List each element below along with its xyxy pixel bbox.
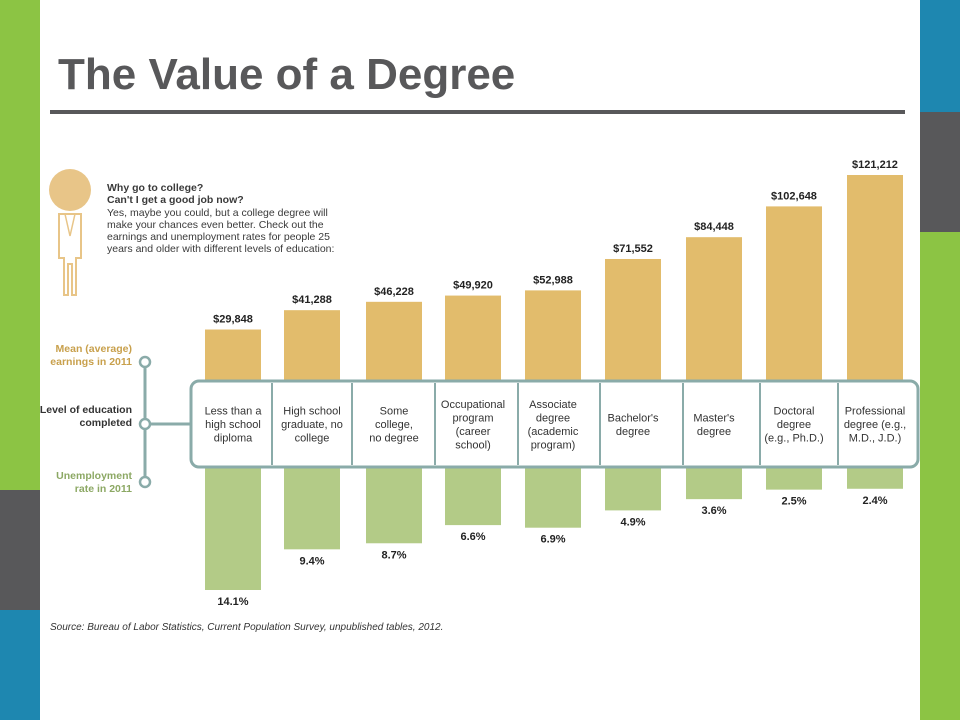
- earnings-value-label-5: $71,552: [613, 243, 653, 255]
- intro-body: Yes, maybe you could, but a college degr…: [107, 206, 335, 256]
- earnings-bar-4: [525, 290, 581, 380]
- unemployment-value-label-2: 8.7%: [381, 549, 406, 561]
- category-label-3: Occupational program (career school): [441, 399, 505, 452]
- earnings-value-label-6: $84,448: [694, 221, 734, 233]
- earnings-bar-0: [205, 329, 261, 380]
- category-box: [189, 379, 920, 469]
- row-connector-dot-0: [138, 355, 152, 369]
- person-icon: [49, 169, 91, 296]
- earnings-bar-7: [766, 206, 822, 380]
- earnings-bar-5: [605, 258, 661, 380]
- unemployment-value-label-5: 4.9%: [620, 516, 645, 528]
- unemployment-row-label: Unemployment rate in 2011: [56, 470, 132, 495]
- unemployment-bar-5: [605, 468, 661, 511]
- earnings-bar-3: [445, 295, 501, 380]
- unemployment-bar-4: [525, 468, 581, 528]
- category-label-2: Some college, no degree: [369, 406, 419, 445]
- intro-question-2: Can't I get a good job now?: [107, 194, 244, 207]
- unemployment-value-label-4: 6.9%: [540, 534, 565, 546]
- left-blue-band: [0, 610, 40, 720]
- title-underline: [50, 110, 905, 114]
- category-label-6: Master's degree: [693, 412, 735, 438]
- earnings-bar-8: [847, 175, 903, 380]
- unemployment-bar-1: [284, 468, 340, 550]
- earnings-value-label-7: $102,648: [771, 190, 817, 202]
- unemployment-bar-2: [366, 468, 422, 544]
- category-label-0: Less than a high school diploma: [205, 406, 263, 445]
- left-gray-band: [0, 490, 40, 610]
- earnings-bar-2: [366, 301, 422, 380]
- earnings-value-label-4: $52,988: [533, 274, 573, 286]
- row-connector-dot-1: [138, 417, 152, 431]
- earnings-value-label-0: $29,848: [213, 314, 253, 326]
- unemployment-bar-7: [766, 468, 822, 490]
- category-label-7: Doctoral degree (e.g., Ph.D.): [764, 406, 823, 445]
- right-gray-band: [920, 112, 960, 232]
- unemployment-value-label-0: 14.1%: [217, 596, 248, 608]
- unemployment-value-label-1: 9.4%: [299, 555, 324, 567]
- unemployment-value-label-3: 6.6%: [460, 531, 485, 543]
- unemployment-bar-0: [205, 468, 261, 590]
- unemployment-value-label-8: 2.4%: [862, 495, 887, 507]
- row-connector-dot-2: [138, 475, 152, 489]
- intro-question-1: Why go to college?: [107, 182, 204, 194]
- slide-title: The Value of a Degree: [58, 50, 516, 99]
- earnings-value-label-3: $49,920: [453, 280, 493, 292]
- unemployment-bar-6: [686, 468, 742, 500]
- left-green-band: [0, 0, 40, 490]
- education-row-label: Level of education completed: [39, 404, 132, 429]
- category-label-4: Associate degree (academic program): [528, 399, 579, 452]
- source-note: Source: Bureau of Labor Statistics, Curr…: [50, 622, 444, 633]
- category-label-8: Professional degree (e.g., M.D., J.D.): [844, 406, 906, 445]
- category-label-1: High school graduate, no college: [281, 406, 343, 445]
- unemployment-value-label-7: 2.5%: [781, 496, 806, 508]
- unemployment-value-label-6: 3.6%: [701, 505, 726, 517]
- category-label-5: Bachelor's degree: [607, 412, 659, 438]
- unemployment-bar-3: [445, 468, 501, 526]
- earnings-value-label-8: $121,212: [852, 159, 898, 171]
- earnings-row-label: Mean (average) earnings in 2011: [50, 343, 132, 368]
- intro-text: Why go to college? Can't I get a good jo…: [107, 182, 347, 256]
- unemployment-bar-8: [847, 468, 903, 489]
- earnings-value-label-2: $46,228: [374, 286, 414, 298]
- right-green-band: [920, 232, 960, 720]
- right-blue-band: [920, 0, 960, 112]
- earnings-bar-1: [284, 310, 340, 380]
- earnings-bar-6: [686, 237, 742, 380]
- earnings-value-label-1: $41,288: [292, 294, 332, 306]
